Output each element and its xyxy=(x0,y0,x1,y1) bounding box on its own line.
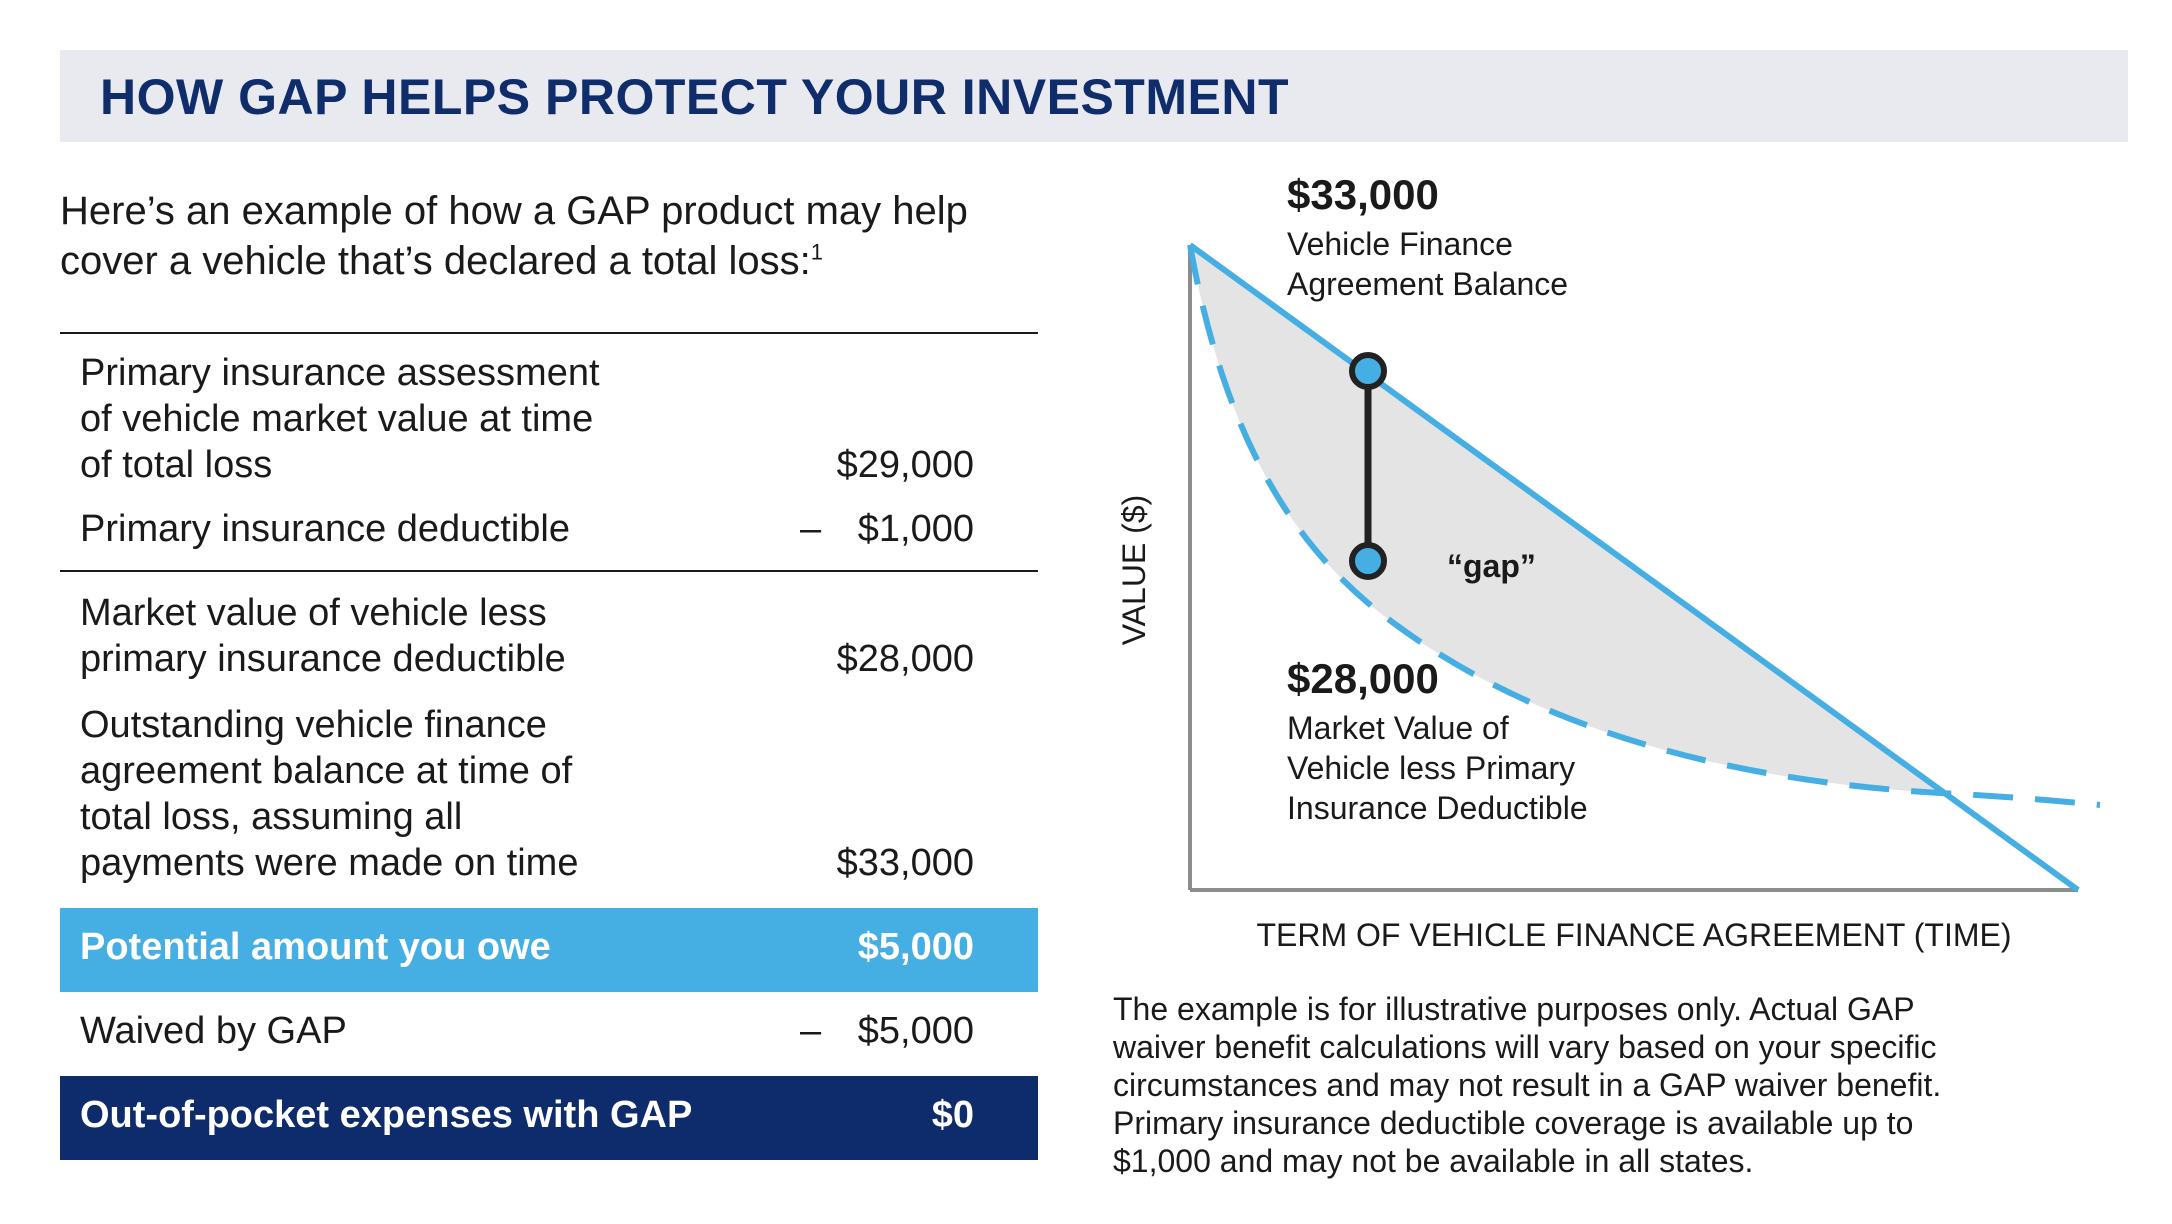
row-label-line: Market value of vehicle less xyxy=(80,592,547,634)
row-deductible-label: Primary insurance deductible xyxy=(80,508,571,550)
potential-owe-label: Potential amount you owe xyxy=(80,926,551,968)
disclaimer-note: The example is for illustrative purposes… xyxy=(1113,990,2113,1180)
footnote-mark: 1 xyxy=(810,239,824,265)
note-line: waiver benefit calculations will vary ba… xyxy=(1113,1029,1937,1065)
bottom-series-label-line: Vehicle less Primary xyxy=(1287,750,1575,786)
potential-owe-band: Potential amount you owe $5,000 xyxy=(60,908,1038,992)
intro-line-2-text: cover a vehicle that’s declared a total … xyxy=(60,239,811,283)
header-bar: HOW GAP HELPS PROTECT YOUR INVESTMENT xyxy=(60,50,2128,142)
row-label-line: of vehicle market value at time xyxy=(80,398,594,440)
row-label-line: of total loss xyxy=(80,444,273,486)
market-value-marker xyxy=(1349,542,1387,580)
balance-marker xyxy=(1349,352,1387,390)
row-balance-label: Outstanding vehicle finance agreement ba… xyxy=(80,702,578,886)
note-line: Primary insurance deductible coverage is… xyxy=(1113,1105,1914,1141)
waived-amount: $5,000 xyxy=(857,1010,974,1052)
row-market-value-amount: $29,000 xyxy=(836,444,974,486)
row-label-line: payments were made on time xyxy=(80,842,579,884)
bottom-value-label: $28,000 xyxy=(1287,655,1439,702)
top-series-label-line: Vehicle Finance xyxy=(1287,226,1513,262)
intro-line-2: cover a vehicle that’s declared a total … xyxy=(60,236,1060,286)
row-label-line: agreement balance at time of xyxy=(80,750,573,792)
intro-line-1: Here’s an example of how a GAP product m… xyxy=(60,189,968,233)
note-line: $1,000 and may not be available in all s… xyxy=(1113,1143,1754,1179)
out-of-pocket-label: Out-of-pocket expenses with GAP xyxy=(80,1094,693,1136)
bottom-series-label-line: Insurance Deductible xyxy=(1287,790,1588,826)
bottom-series-label-line: Market Value of xyxy=(1287,710,1509,746)
row-net-value-amount: $28,000 xyxy=(836,638,974,680)
row-deductible-amount: $1,000 xyxy=(857,508,974,550)
table-top-rule xyxy=(60,332,1038,334)
potential-owe-amount: $5,000 xyxy=(857,926,974,968)
page-title: HOW GAP HELPS PROTECT YOUR INVESTMENT xyxy=(100,69,1289,125)
row-label-line: total loss, assuming all xyxy=(80,796,463,838)
gap-label: “gap” xyxy=(1447,548,1536,584)
balance-line xyxy=(1188,242,2080,893)
out-of-pocket-band: Out-of-pocket expenses with GAP $0 xyxy=(60,1076,1038,1160)
waived-sign: – xyxy=(800,1010,822,1052)
row-market-value-label: Primary insurance assessment of vehicle … xyxy=(80,350,600,488)
top-series-label-line: Agreement Balance xyxy=(1287,266,1568,302)
row-label-line: primary insurance deductible xyxy=(80,638,566,680)
gap-chart: $33,000 Vehicle Finance Agreement Balanc… xyxy=(1116,171,2101,953)
note-line: circumstances and may not result in a GA… xyxy=(1113,1067,1942,1103)
row-deductible-sign: – xyxy=(800,508,822,550)
y-axis-label: VALUE ($) xyxy=(1116,495,1152,646)
row-balance-amount: $33,000 xyxy=(836,842,974,884)
market-value-line xyxy=(1187,244,2101,808)
row-label-line: Outstanding vehicle finance xyxy=(80,704,547,746)
intro-text: Here’s an example of how a GAP product m… xyxy=(60,186,1060,286)
waived-label: Waived by GAP xyxy=(80,1010,347,1052)
table-mid-rule xyxy=(60,570,1038,572)
x-axis-label: TERM OF VEHICLE FINANCE AGREEMENT (TIME) xyxy=(1256,917,2011,953)
note-line: The example is for illustrative purposes… xyxy=(1113,991,1915,1027)
row-net-value-label: Market value of vehicle less primary ins… xyxy=(80,590,566,682)
top-value-label: $33,000 xyxy=(1287,171,1439,218)
row-label-line: Primary insurance assessment xyxy=(80,352,600,394)
out-of-pocket-amount: $0 xyxy=(931,1094,974,1136)
